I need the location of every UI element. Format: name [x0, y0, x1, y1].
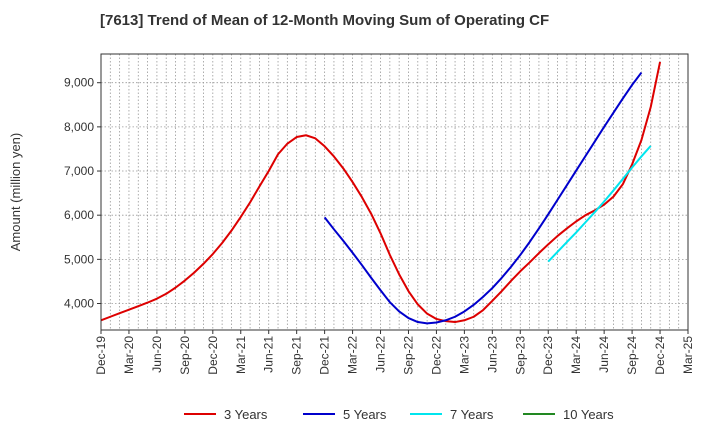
y-tick-label: 7,000: [64, 164, 94, 178]
x-tick-label: Jun-22: [374, 336, 388, 373]
x-tick-label: Jun-20: [150, 336, 164, 373]
x-tick-label: Mar-21: [234, 336, 248, 374]
x-tick-label: Sep-24: [625, 336, 639, 375]
x-tick-label: Sep-23: [513, 336, 527, 375]
y-axis-label: Amount (million yen): [8, 133, 23, 252]
legend-label: 10 Years: [563, 407, 614, 422]
x-tick-label: Jun-23: [485, 336, 499, 373]
y-tick-label: 9,000: [64, 76, 94, 90]
legend-label: 7 Years: [450, 407, 494, 422]
grid-lines: [101, 54, 688, 330]
series-line-3-years: [100, 61, 662, 324]
y-axis-ticks: 4,000 5,000 6,000 7,000 8,000 9,000: [64, 76, 101, 311]
series-lines: [100, 61, 662, 325]
x-tick-label: Mar-24: [569, 336, 583, 374]
x-tick-label: Dec-23: [541, 336, 555, 375]
x-tick-label: Jun-24: [597, 336, 611, 373]
x-tick-label: Dec-19: [94, 336, 108, 375]
x-tick-label: Mar-22: [346, 336, 360, 374]
chart-title: [7613] Trend of Mean of 12-Month Moving …: [100, 12, 550, 29]
legend: 3 Years 5 Years 7 Years 10 Years: [184, 407, 614, 422]
x-tick-label: Jun-21: [262, 336, 276, 373]
x-tick-label: Dec-21: [318, 336, 332, 375]
legend-label: 3 Years: [224, 407, 268, 422]
series-line-5-years: [323, 71, 643, 325]
legend-label: 5 Years: [343, 407, 387, 422]
y-tick-label: 6,000: [64, 208, 94, 222]
x-tick-label: Mar-23: [457, 336, 471, 374]
x-tick-label: Mar-25: [681, 336, 695, 374]
x-tick-label: Sep-21: [290, 336, 304, 375]
y-tick-label: 4,000: [64, 297, 94, 311]
x-tick-label: Sep-22: [401, 336, 415, 375]
x-tick-label: Dec-24: [653, 336, 667, 375]
x-axis-ticks: Dec-19 Mar-20 Jun-20 Sep-20 Dec-20 Mar-21 Jun-…: [94, 330, 695, 375]
series-line-7-years: [547, 145, 652, 263]
x-tick-label: Sep-20: [178, 336, 192, 375]
y-tick-label: 5,000: [64, 252, 94, 266]
plot-frame: [100, 53, 689, 331]
x-tick-label: Dec-20: [206, 336, 220, 375]
x-tick-label: Mar-20: [122, 336, 136, 374]
x-tick-label: Dec-22: [429, 336, 443, 375]
y-tick-label: 8,000: [64, 120, 94, 134]
